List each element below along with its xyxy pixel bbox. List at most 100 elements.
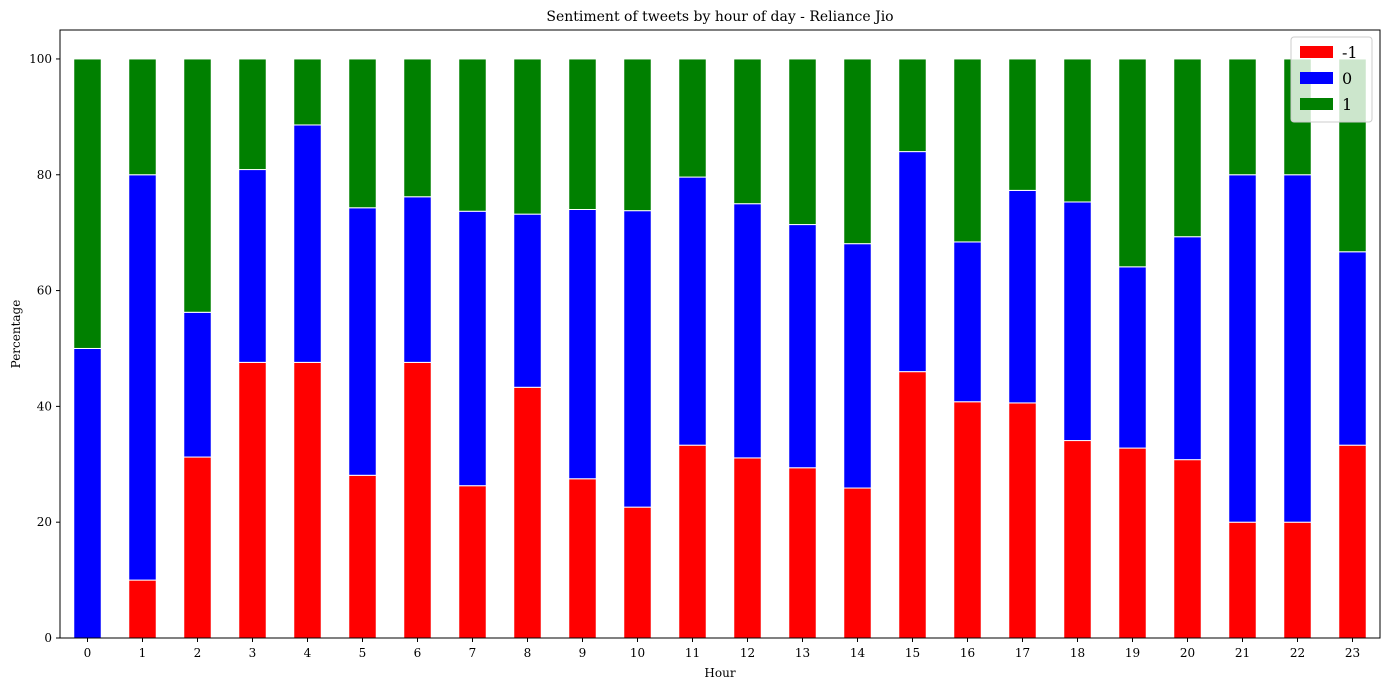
bar-hour-14-sentiment-0 [843,243,872,489]
x-tick-label: 21 [1235,646,1250,660]
bar-hour-16-sentiment-1 [953,58,982,243]
y-tick-label: 100 [29,52,52,66]
x-tick-label: 23 [1345,646,1360,660]
bar-hour-19-sentiment-1 [1118,58,1147,268]
bar-hour-3-sentiment-1 [238,58,267,171]
bar-hour-17-sentiment-0 [1008,189,1037,404]
bar-hour-1-sentiment-0 [128,174,157,581]
bar-hour-2-sentiment--1 [183,456,212,639]
bar-hour-9-sentiment-0 [568,209,597,480]
bar-hour-7-sentiment--1 [458,485,487,639]
plot-area: 0 1 2 3 4 5 6 7 8 9 10 11 12 13 14 15 16 17 18 19 20 21 22 2302… [29,29,1381,660]
bar-hour-13-sentiment-0 [788,224,817,469]
bar-hour-18-sentiment-1 [1063,58,1092,203]
y-tick-label: 0 [44,631,52,645]
x-tick-label: 5 [359,646,367,660]
bar-hour-21-sentiment-1 [1228,58,1257,176]
x-tick-label: 10 [630,646,645,660]
bar-hour-16-sentiment--1 [953,401,982,639]
bar-hour-14-sentiment--1 [843,487,872,639]
bar-hour-15-sentiment--1 [898,371,927,639]
x-tick-label: 15 [905,646,920,660]
bar-hour-22-sentiment-0 [1283,174,1312,523]
bar-hour-13-sentiment--1 [788,467,817,639]
bar-hour-0-sentiment-0 [73,347,102,639]
bar-hour-4-sentiment--1 [293,361,322,639]
bar-hour-13-sentiment-1 [788,58,817,226]
legend-swatch-1 [1300,98,1333,110]
legend-label-1: 1 [1342,95,1352,114]
bar-hour-6-sentiment-1 [403,58,432,198]
x-tick-label: 22 [1290,646,1305,660]
bar-hour-8-sentiment--1 [513,386,542,639]
x-tick-label: 0 [84,646,92,660]
bar-hour-15-sentiment-1 [898,58,927,153]
bar-hour-18-sentiment--1 [1063,440,1092,639]
legend: -1 0 1 [1290,36,1373,123]
bar-hour-14-sentiment-1 [843,58,872,245]
chart-title: Sentiment of tweets by hour of day - Rel… [546,9,893,25]
legend-label-0: 0 [1342,69,1352,88]
bar-hour-20-sentiment-1 [1173,58,1202,238]
legend-swatch-0 [1300,72,1333,84]
bar-hour-8-sentiment-0 [513,213,542,388]
bar-hour-1-sentiment-1 [128,58,157,176]
bar-hour-3-sentiment-0 [238,169,267,363]
x-tick-label: 14 [850,646,866,660]
bar-hour-2-sentiment-1 [183,58,212,313]
y-tick-label: 60 [37,284,52,298]
bar-hour-19-sentiment--1 [1118,447,1147,639]
bar-hour-5-sentiment--1 [348,474,377,639]
bar-hour-11-sentiment-0 [678,176,707,446]
x-tick-label: 7 [469,646,477,660]
y-axis-label: Percentage [9,300,23,369]
bar-hour-3-sentiment--1 [238,361,267,639]
x-tick-label: 4 [304,646,312,660]
bar-hour-6-sentiment--1 [403,361,432,639]
bar-hour-11-sentiment-1 [678,58,707,178]
bar-hour-23-sentiment--1 [1338,444,1367,639]
x-tick-label: 3 [249,646,257,660]
bar-hour-11-sentiment--1 [678,444,707,639]
bar-hour-7-sentiment-1 [458,58,487,212]
bar-hour-21-sentiment-0 [1228,174,1257,523]
bar-hour-5-sentiment-1 [348,58,377,209]
x-tick-label: 19 [1125,646,1140,660]
x-tick-label: 9 [579,646,587,660]
x-tick-label: 16 [960,646,975,660]
x-tick-label: 13 [795,646,810,660]
y-tick-label: 20 [37,515,52,529]
bar-hour-19-sentiment-0 [1118,266,1147,449]
bar-hour-9-sentiment--1 [568,478,597,639]
x-tick-label: 20 [1180,646,1195,660]
x-tick-label: 18 [1070,646,1085,660]
bar-hour-10-sentiment-0 [623,210,652,508]
axes-frame [59,29,1381,639]
bar-hour-10-sentiment--1 [623,506,652,639]
bar-hour-21-sentiment--1 [1228,521,1257,639]
bar-hour-2-sentiment-0 [183,311,212,458]
bar-hour-20-sentiment--1 [1173,459,1202,639]
bar-hour-0-sentiment-1 [73,58,102,349]
bar-hour-9-sentiment-1 [568,58,597,211]
bar-hour-12-sentiment--1 [733,457,762,639]
x-tick-label: 11 [685,646,700,660]
x-tick-label: 6 [414,646,422,660]
x-tick-label: 17 [1015,646,1030,660]
x-tick-label: 2 [194,646,202,660]
bar-hour-6-sentiment-0 [403,196,432,363]
bar-hour-1-sentiment--1 [128,579,157,639]
x-tick-label: 1 [139,646,147,660]
bar-hour-22-sentiment--1 [1283,521,1312,639]
y-tick-label: 80 [37,168,52,182]
bar-hour-10-sentiment-1 [623,58,652,212]
bar-hour-12-sentiment-0 [733,203,762,459]
bar-hour-15-sentiment-0 [898,151,927,373]
bar-hour-17-sentiment--1 [1008,402,1037,639]
x-tick-label: 12 [740,646,755,660]
bar-hour-7-sentiment-0 [458,210,487,487]
bar-hour-16-sentiment-0 [953,241,982,403]
y-tick-label: 40 [37,399,52,413]
